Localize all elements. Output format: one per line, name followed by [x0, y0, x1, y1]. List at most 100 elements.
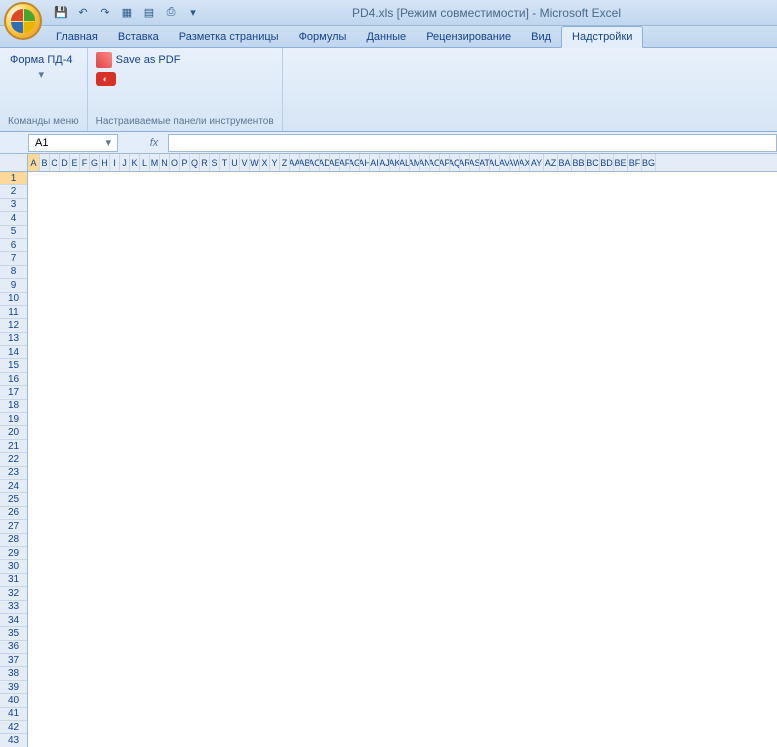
column-header[interactable]: G	[90, 154, 100, 171]
qat-icon-1[interactable]: ▦	[118, 4, 136, 22]
row-header[interactable]: 5	[0, 226, 27, 239]
column-header[interactable]: AX	[520, 154, 530, 171]
column-header[interactable]: T	[220, 154, 230, 171]
column-header[interactable]: V	[240, 154, 250, 171]
column-header[interactable]: AG	[350, 154, 360, 171]
column-header[interactable]: AU	[490, 154, 500, 171]
form-pd4-button[interactable]: Форма ПД-4 ▾	[8, 52, 74, 83]
tab-home[interactable]: Главная	[46, 27, 108, 47]
row-header[interactable]: 35	[0, 627, 27, 640]
qat-print-icon[interactable]: ⎙	[162, 4, 180, 22]
column-header[interactable]: L	[140, 154, 150, 171]
row-header[interactable]: 25	[0, 493, 27, 506]
undo-icon[interactable]: ↶	[74, 4, 92, 22]
column-header[interactable]: AW	[510, 154, 520, 171]
qat-icon-2[interactable]: ▤	[140, 4, 158, 22]
column-header[interactable]: AL	[400, 154, 410, 171]
column-header[interactable]: AY	[530, 154, 544, 171]
column-header[interactable]: BF	[628, 154, 642, 171]
column-header[interactable]: Q	[190, 154, 200, 171]
column-header[interactable]: Y	[270, 154, 280, 171]
row-header[interactable]: 10	[0, 293, 27, 306]
column-header[interactable]: C	[50, 154, 60, 171]
column-header[interactable]: M	[150, 154, 160, 171]
column-header[interactable]: H	[100, 154, 110, 171]
column-header[interactable]: O	[170, 154, 180, 171]
tab-data[interactable]: Данные	[356, 27, 416, 47]
column-header[interactable]: Z	[280, 154, 290, 171]
row-header[interactable]: 7	[0, 252, 27, 265]
column-header[interactable]: AT	[480, 154, 490, 171]
row-header[interactable]: 18	[0, 400, 27, 413]
column-header[interactable]: P	[180, 154, 190, 171]
column-header[interactable]: AM	[410, 154, 420, 171]
column-header[interactable]: BA	[558, 154, 572, 171]
column-header[interactable]: AV	[500, 154, 510, 171]
column-header[interactable]: AC	[310, 154, 320, 171]
column-header[interactable]: AI	[370, 154, 380, 171]
row-header[interactable]: 9	[0, 279, 27, 292]
row-header[interactable]: 15	[0, 359, 27, 372]
column-header[interactable]: B	[40, 154, 50, 171]
office-button[interactable]	[4, 2, 42, 40]
column-header[interactable]: AZ	[544, 154, 558, 171]
column-header[interactable]: R	[200, 154, 210, 171]
row-header[interactable]: 29	[0, 547, 27, 560]
row-header[interactable]: 16	[0, 373, 27, 386]
red-tool-button[interactable]: ◐	[96, 72, 181, 86]
row-header[interactable]: 22	[0, 453, 27, 466]
column-header[interactable]: J	[120, 154, 130, 171]
column-header[interactable]: W	[250, 154, 260, 171]
row-header[interactable]: 2	[0, 185, 27, 198]
column-header[interactable]: AN	[420, 154, 430, 171]
name-box[interactable]: A1 ▾	[28, 134, 118, 152]
column-header[interactable]: BB	[572, 154, 586, 171]
column-header[interactable]: BE	[614, 154, 628, 171]
tab-addins[interactable]: Надстройки	[561, 26, 643, 48]
row-header[interactable]: 19	[0, 413, 27, 426]
column-header[interactable]: AF	[340, 154, 350, 171]
column-header[interactable]: AJ	[380, 154, 390, 171]
column-header[interactable]: E	[70, 154, 80, 171]
row-header[interactable]: 33	[0, 601, 27, 614]
row-header[interactable]: 24	[0, 480, 27, 493]
column-header[interactable]: X	[260, 154, 270, 171]
tab-review[interactable]: Рецензирование	[416, 27, 521, 47]
row-header[interactable]: 23	[0, 467, 27, 480]
row-header[interactable]: 20	[0, 426, 27, 439]
column-header[interactable]: AD	[320, 154, 330, 171]
row-header[interactable]: 37	[0, 654, 27, 667]
row-header[interactable]: 3	[0, 199, 27, 212]
column-header[interactable]: BG	[642, 154, 656, 171]
row-header[interactable]: 43	[0, 734, 27, 747]
row-header[interactable]: 31	[0, 574, 27, 587]
row-header[interactable]: 4	[0, 212, 27, 225]
column-header[interactable]: AB	[300, 154, 310, 171]
save-as-pdf-button[interactable]: Save as PDF	[96, 52, 181, 68]
fx-label[interactable]: fx	[140, 137, 168, 149]
column-header[interactable]: BD	[600, 154, 614, 171]
row-header[interactable]: 41	[0, 708, 27, 721]
row-header[interactable]: 14	[0, 346, 27, 359]
row-header[interactable]: 27	[0, 520, 27, 533]
column-header[interactable]: S	[210, 154, 220, 171]
row-header[interactable]: 30	[0, 560, 27, 573]
tab-layout[interactable]: Разметка страницы	[169, 27, 289, 47]
row-header[interactable]: 36	[0, 641, 27, 654]
select-all-corner[interactable]	[0, 154, 27, 172]
row-header[interactable]: 17	[0, 386, 27, 399]
tab-insert[interactable]: Вставка	[108, 27, 169, 47]
row-header[interactable]: 42	[0, 721, 27, 734]
column-header[interactable]: AR	[460, 154, 470, 171]
column-header[interactable]: AO	[430, 154, 440, 171]
column-header[interactable]: D	[60, 154, 70, 171]
row-header[interactable]: 21	[0, 440, 27, 453]
redo-icon[interactable]: ↷	[96, 4, 114, 22]
column-header[interactable]: BC	[586, 154, 600, 171]
column-header[interactable]: AP	[440, 154, 450, 171]
row-header[interactable]: 6	[0, 239, 27, 252]
column-header[interactable]: AE	[330, 154, 340, 171]
column-header[interactable]: AA	[290, 154, 300, 171]
row-header[interactable]: 13	[0, 333, 27, 346]
row-header[interactable]: 12	[0, 319, 27, 332]
